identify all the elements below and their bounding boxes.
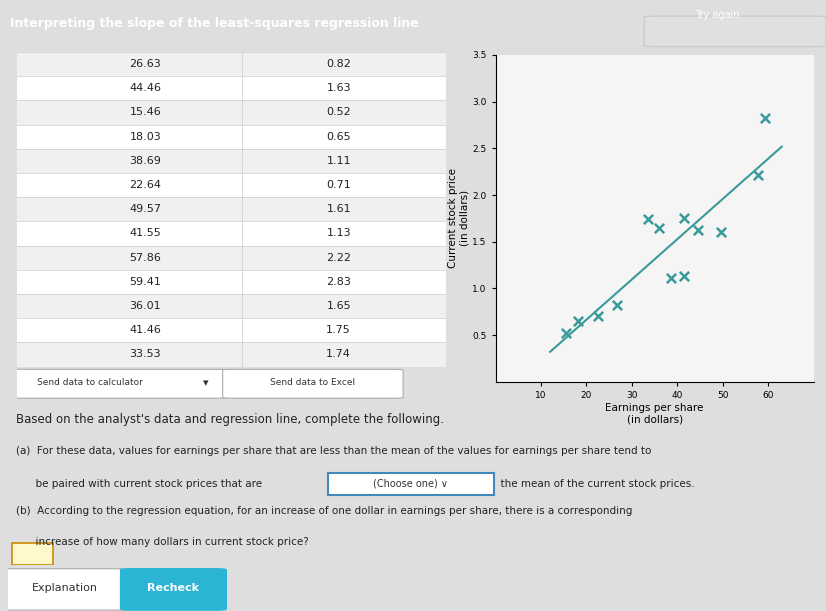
Text: 1.65: 1.65 <box>326 301 351 311</box>
Text: 26.63: 26.63 <box>130 59 161 69</box>
Text: 1.63: 1.63 <box>326 83 351 93</box>
Bar <box>17 100 446 125</box>
Text: 2.83: 2.83 <box>326 277 351 287</box>
Point <box>559 329 572 338</box>
Point <box>714 227 728 236</box>
Text: 44.46: 44.46 <box>130 83 161 93</box>
Bar <box>17 76 446 100</box>
Text: 18.03: 18.03 <box>130 131 161 142</box>
Text: 38.69: 38.69 <box>130 156 161 166</box>
Bar <box>17 173 446 197</box>
Text: Based on the analyst's data and regression line, complete the following.: Based on the analyst's data and regressi… <box>17 412 444 426</box>
FancyBboxPatch shape <box>644 16 826 46</box>
Bar <box>17 270 446 294</box>
Text: 0.65: 0.65 <box>326 131 351 142</box>
Text: Try again.: Try again. <box>695 10 743 20</box>
Text: increase of how many dollars in current stock price?: increase of how many dollars in current … <box>17 537 309 547</box>
Text: Send data to Excel: Send data to Excel <box>270 378 355 387</box>
Bar <box>17 294 446 318</box>
Point <box>571 316 584 326</box>
Bar <box>17 148 446 173</box>
Text: 1.75: 1.75 <box>326 325 351 335</box>
Point <box>759 112 772 122</box>
Point <box>677 213 691 223</box>
FancyBboxPatch shape <box>12 369 227 398</box>
Text: (Choose one) ∨: (Choose one) ∨ <box>373 478 448 489</box>
Text: 41.46: 41.46 <box>130 325 161 335</box>
Text: 22.64: 22.64 <box>130 180 161 190</box>
Text: (a)  For these data, values for earnings per share that are less than the mean o: (a) For these data, values for earnings … <box>17 446 652 456</box>
FancyBboxPatch shape <box>223 369 403 398</box>
Text: 49.57: 49.57 <box>130 204 161 214</box>
Text: 0.82: 0.82 <box>326 59 351 69</box>
Bar <box>17 125 446 148</box>
Text: 2.22: 2.22 <box>326 253 351 263</box>
Text: 41.55: 41.55 <box>130 229 161 238</box>
Text: be paired with current stock prices that are: be paired with current stock prices that… <box>17 479 263 489</box>
Point <box>610 301 623 310</box>
Text: ▾: ▾ <box>202 378 208 388</box>
Point <box>665 273 678 283</box>
Point <box>691 225 705 235</box>
Text: 33.53: 33.53 <box>130 349 161 359</box>
FancyBboxPatch shape <box>121 569 226 610</box>
Text: 0.71: 0.71 <box>326 180 351 190</box>
Bar <box>17 52 446 76</box>
Text: 1.13: 1.13 <box>326 229 351 238</box>
Point <box>653 223 666 233</box>
Text: the mean of the current stock prices.: the mean of the current stock prices. <box>494 479 695 489</box>
Text: Recheck: Recheck <box>148 583 199 593</box>
Text: Explanation: Explanation <box>31 583 97 593</box>
Text: 1.61: 1.61 <box>326 204 351 214</box>
Text: 1.74: 1.74 <box>326 349 351 359</box>
Point <box>678 271 691 281</box>
Text: 15.46: 15.46 <box>130 108 161 117</box>
Bar <box>17 318 446 342</box>
X-axis label: Earnings per share
(in dollars): Earnings per share (in dollars) <box>605 403 704 424</box>
FancyBboxPatch shape <box>0 569 131 610</box>
Bar <box>17 221 446 246</box>
Bar <box>17 197 446 221</box>
Text: Interpreting the slope of the least-squares regression line: Interpreting the slope of the least-squa… <box>11 17 419 30</box>
Text: 0.52: 0.52 <box>326 108 351 117</box>
Text: 36.01: 36.01 <box>130 301 161 311</box>
FancyBboxPatch shape <box>328 474 494 495</box>
Point <box>641 214 654 224</box>
Point <box>752 170 765 180</box>
Y-axis label: Current stock price
(in dollars): Current stock price (in dollars) <box>448 169 469 268</box>
FancyBboxPatch shape <box>12 543 53 565</box>
Bar <box>17 246 446 270</box>
Text: Send data to calculator: Send data to calculator <box>36 378 142 387</box>
Bar <box>17 342 446 367</box>
Text: 57.86: 57.86 <box>130 253 161 263</box>
Point <box>592 310 605 320</box>
Text: 1.11: 1.11 <box>326 156 351 166</box>
Text: (b)  According to the regression equation, for an increase of one dollar in earn: (b) According to the regression equation… <box>17 506 633 516</box>
Text: 59.41: 59.41 <box>130 277 161 287</box>
